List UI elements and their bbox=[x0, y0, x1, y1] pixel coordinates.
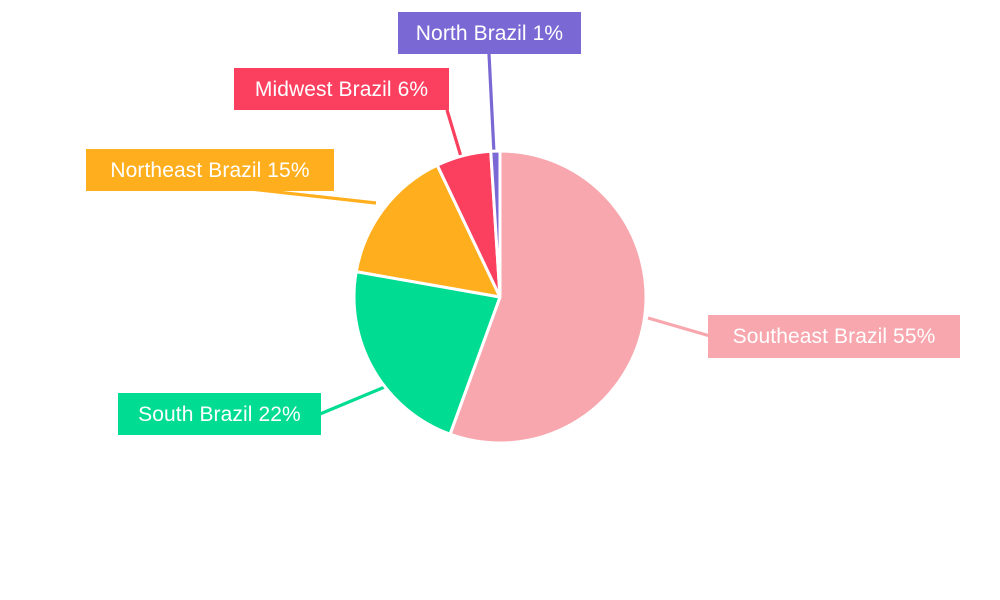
pie-label-northeast-text: Northeast Brazil 15% bbox=[110, 158, 310, 182]
pie-label-southeast[interactable]: Southeast Brazil 55% bbox=[708, 315, 960, 358]
pie-label-midwest-text: Midwest Brazil 6% bbox=[254, 77, 429, 101]
pie-label-northeast[interactable]: Northeast Brazil 15% bbox=[86, 149, 334, 191]
pie-label-midwest[interactable]: Midwest Brazil 6% bbox=[234, 68, 449, 110]
leader-line-southeast bbox=[647, 316, 711, 338]
pie-slice-southeast[interactable] bbox=[448, 149, 648, 445]
pie-slices-group bbox=[352, 149, 648, 445]
pie-label-south-text: South Brazil 22% bbox=[138, 402, 301, 426]
pie-slice-north[interactable] bbox=[489, 149, 502, 299]
pie-slice-south[interactable] bbox=[352, 270, 502, 436]
pie-label-south[interactable]: South Brazil 22% bbox=[118, 393, 321, 435]
pie-label-north[interactable]: North Brazil 1% bbox=[398, 12, 581, 54]
pie-slice-northeast[interactable] bbox=[354, 163, 502, 299]
pie-label-north-text: North Brazil 1% bbox=[415, 21, 564, 45]
leader-line-north bbox=[487, 53, 496, 154]
pie-label-southeast-text: Southeast Brazil 55% bbox=[732, 325, 936, 348]
